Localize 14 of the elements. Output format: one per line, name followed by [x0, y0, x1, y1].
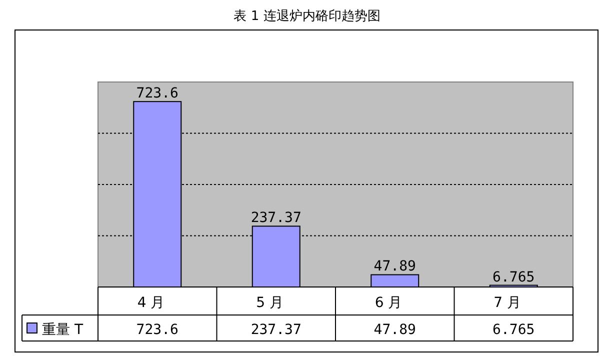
data-label: 6.765: [492, 322, 535, 338]
annotation: 723.6: [136, 86, 178, 102]
x-tick-label: 6 月: [374, 295, 402, 311]
annotation: 47.89: [374, 258, 416, 275]
legend-label: 重量 T: [42, 322, 84, 338]
annotation: 237.37: [250, 210, 302, 226]
data-label: 47.89: [374, 322, 416, 338]
chart-title: 表 1 连退炉内硌印趋势图: [234, 9, 380, 24]
x-tick-label: 5 月: [256, 295, 284, 311]
x-tick-label: 4 月: [137, 295, 165, 311]
data-label: 723.6: [136, 322, 178, 338]
data-label: 237.37: [250, 322, 302, 338]
annotation: 6.765: [492, 269, 535, 286]
x-tick-label: 7 月: [494, 295, 521, 311]
